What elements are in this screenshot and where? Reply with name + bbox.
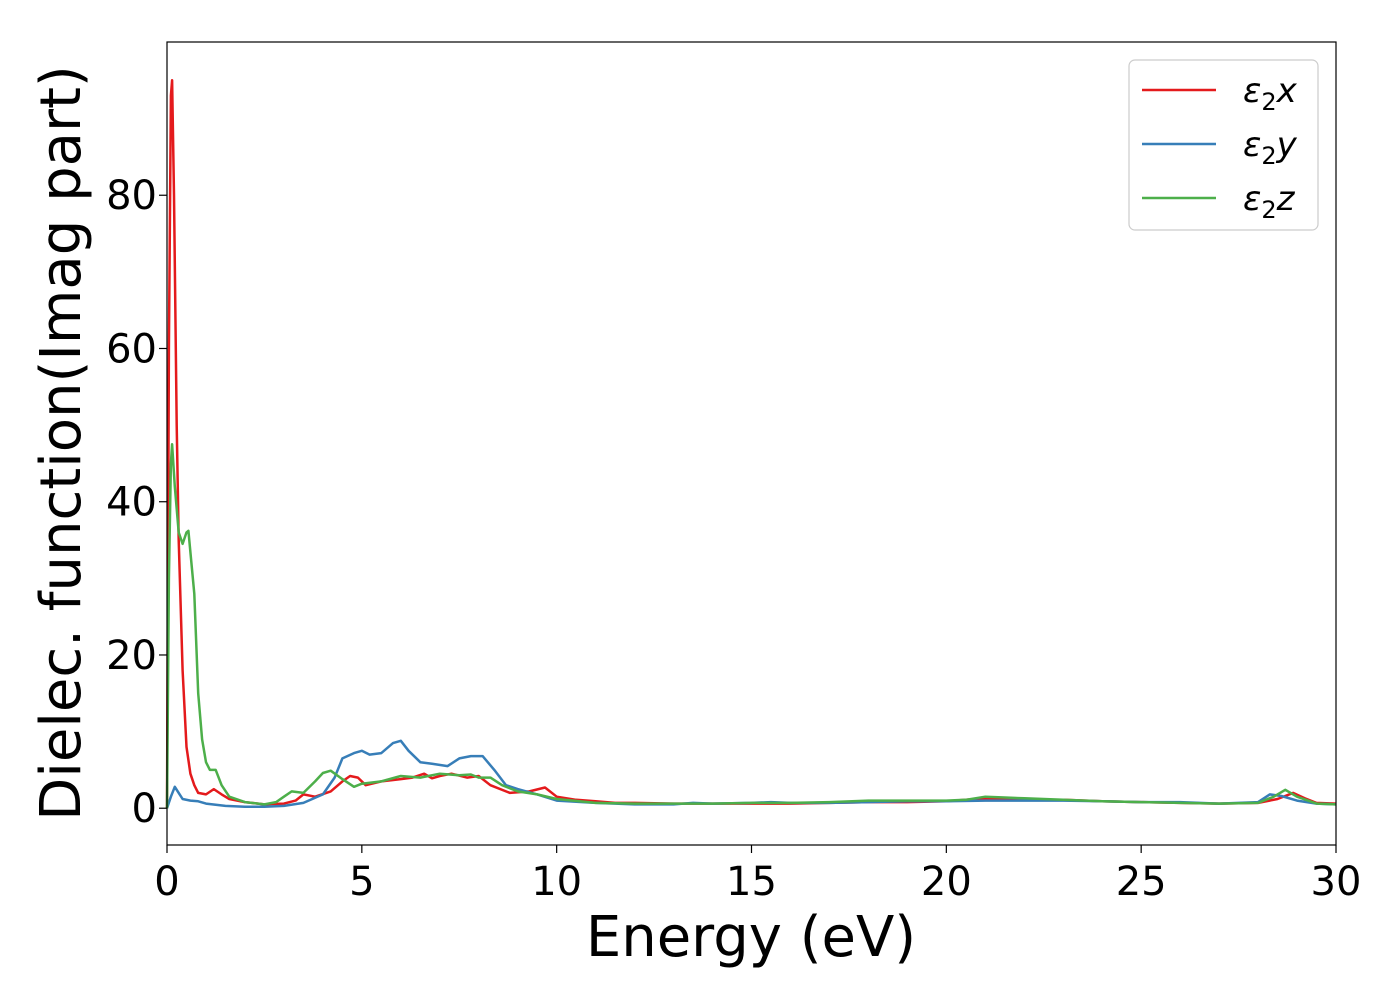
x-axis: 0 5 10 15 20 25 30 — [154, 845, 1361, 905]
legend-box — [1128, 59, 1319, 231]
x-tick-label: 25 — [1116, 859, 1167, 905]
x-tick-label: 30 — [1311, 859, 1362, 905]
series-layer — [165, 79, 1337, 809]
series-line-y — [165, 739, 1337, 809]
y-tick-label: 80 — [106, 173, 157, 219]
legend-label-z: ε2z — [1243, 179, 1296, 224]
y-tick-label: 40 — [106, 480, 157, 526]
x-axis-title: Energy (eV) — [586, 905, 916, 970]
series-line-z — [165, 443, 1337, 809]
legend: ε2x ε2y ε2z — [1128, 59, 1319, 231]
legend-label-y: ε2y — [1243, 125, 1298, 170]
y-tick-label: 20 — [106, 633, 157, 679]
x-tick-label: 10 — [531, 859, 582, 905]
x-tick-label: 15 — [726, 859, 777, 905]
y-tick-label: 0 — [132, 786, 157, 832]
x-tick-label: 20 — [921, 859, 972, 905]
y-tick-label: 60 — [106, 326, 157, 372]
y-axis-title: Dielec. function(Imag part) — [29, 65, 94, 821]
x-tick-label: 0 — [154, 859, 179, 905]
legend-label-x: ε2x — [1243, 71, 1298, 116]
y-axis: 0 20 40 60 80 — [106, 173, 167, 832]
x-tick-label: 5 — [349, 859, 374, 905]
